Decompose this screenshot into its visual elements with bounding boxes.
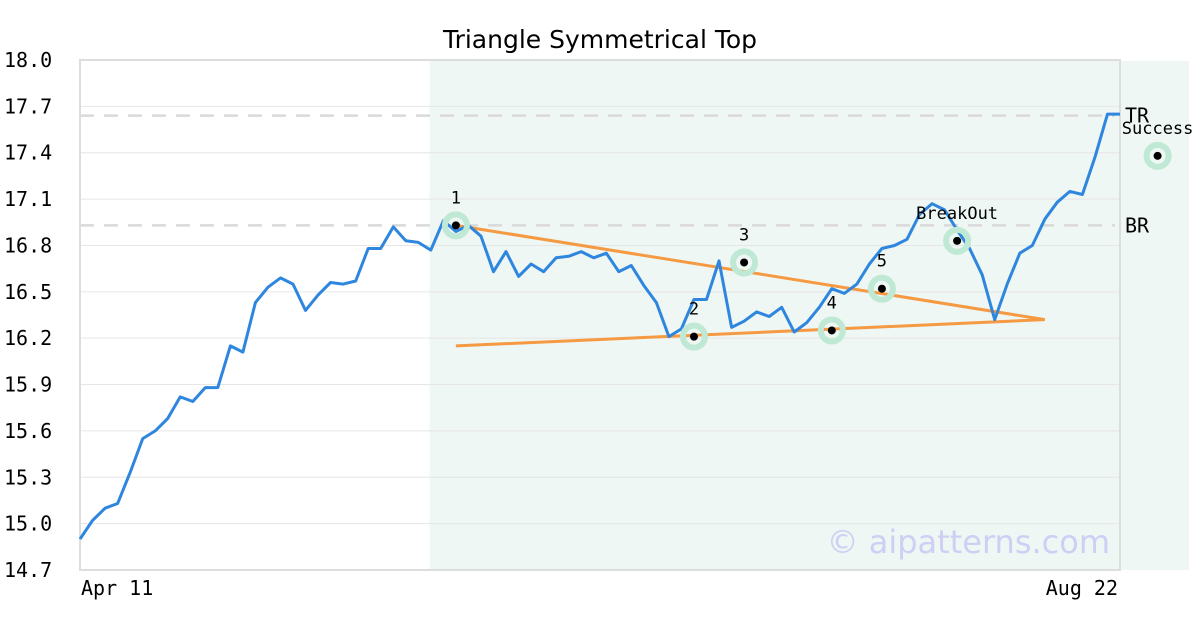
y-axis-ticks: 14.7 15.0 15.3 15.6 15.9 16.2 16.5 16.8 17.1 17.4…: [4, 48, 52, 582]
y-tick-label: 14.7: [4, 558, 52, 582]
marker-label: 5: [877, 252, 887, 272]
y-tick-label: 17.7: [4, 94, 52, 118]
marker-point: [953, 236, 962, 245]
reference-lines: TR BR: [80, 104, 1150, 237]
marker-point: [827, 326, 836, 335]
marker-halo: [1143, 141, 1172, 170]
marker-halo: [817, 316, 846, 345]
watermark-text: © aipatterns.com: [827, 523, 1110, 561]
y-tick-label: 18.0: [4, 48, 52, 72]
chart-title: Triangle Symmetrical Top: [442, 25, 757, 54]
y-tick-label: 17.4: [4, 141, 52, 165]
y-tick-label: 15.6: [4, 419, 52, 443]
y-tick-label: 16.2: [4, 326, 52, 350]
reference-line-label: BR: [1125, 213, 1150, 237]
marker-point: [689, 332, 698, 341]
marker-halo: [441, 211, 470, 240]
marker-halo: [867, 274, 896, 303]
y-tick-label: 15.0: [4, 512, 52, 536]
trendline: [455, 318, 1045, 348]
marker-label: 4: [827, 293, 837, 313]
marker-label: 1: [451, 188, 461, 208]
marker-halo: [943, 226, 972, 255]
marker-halo: [730, 248, 759, 277]
y-tick-label: 15.3: [4, 465, 52, 489]
marker-point: [877, 284, 886, 293]
x-axis-start-label: Apr 11: [81, 576, 153, 600]
marker-label: BreakOut: [916, 204, 998, 224]
price-series-line: [78, 112, 1120, 540]
marker-point: [451, 221, 460, 230]
marker-halo: [679, 322, 708, 351]
y-tick-label: 16.5: [4, 280, 52, 304]
reference-line-label: TR: [1125, 104, 1150, 128]
pattern-markers: 1 2 3 4 5 BreakOut Success: [441, 119, 1194, 351]
marker-label: 3: [739, 225, 749, 245]
y-tick-label: 16.8: [4, 233, 52, 257]
pattern-highlight-band: [429, 61, 1189, 570]
marker-point: [1153, 151, 1162, 160]
marker-label: Success: [1122, 119, 1194, 139]
marker-label: 2: [689, 300, 699, 320]
plot-frame: [79, 59, 1121, 571]
y-tick-label: 17.1: [4, 187, 52, 211]
y-tick-label: 15.9: [4, 373, 52, 397]
x-axis-end-label: Aug 22: [1046, 576, 1118, 600]
marker-point: [740, 258, 749, 267]
